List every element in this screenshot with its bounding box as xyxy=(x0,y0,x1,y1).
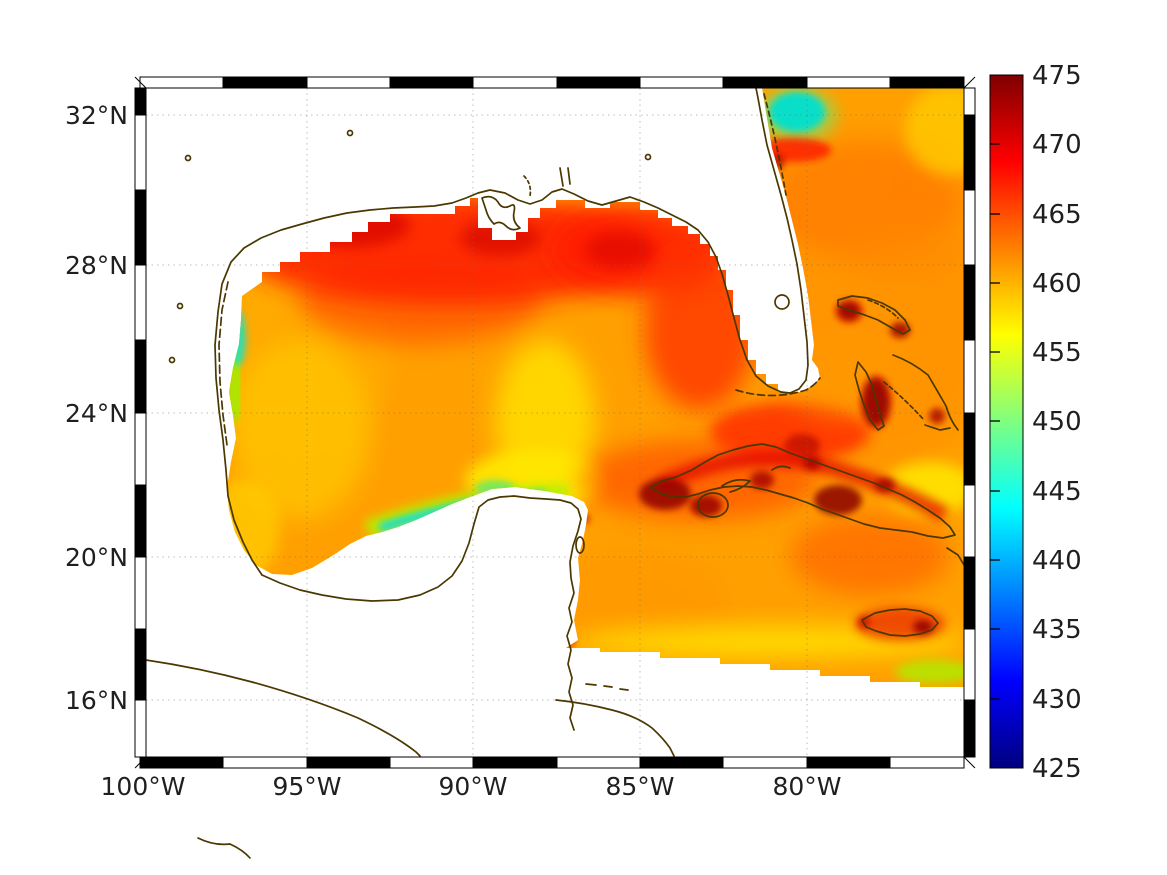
cb-435: 435 xyxy=(1032,615,1082,645)
y-tick-24n: 24°N xyxy=(65,399,128,428)
cb-430: 430 xyxy=(1032,685,1082,715)
x-tick-100w: 100°W xyxy=(101,772,186,801)
cb-460: 460 xyxy=(1032,269,1082,299)
cb-470: 470 xyxy=(1032,130,1082,160)
colorbar-labels: 475 470 465 460 455 450 445 440 435 430 … xyxy=(1032,61,1082,784)
cb-440: 440 xyxy=(1032,546,1082,576)
cb-465: 465 xyxy=(1032,200,1082,230)
coastlines xyxy=(145,87,965,859)
cb-445: 445 xyxy=(1032,477,1082,507)
x-axis-labels: 100°W 95°W 90°W 85°W 80°W xyxy=(101,772,842,801)
y-tick-28n: 28°N xyxy=(65,251,128,280)
y-tick-20n: 20°N xyxy=(65,543,128,572)
y-tick-32n: 32°N xyxy=(65,101,128,130)
cb-425: 425 xyxy=(1032,754,1082,784)
colorbar-ticks xyxy=(990,143,1000,700)
colorbar: 475 470 465 460 455 450 445 440 435 430 … xyxy=(989,61,1082,784)
x-tick-85w: 85°W xyxy=(605,772,674,801)
y-axis-labels: 32°N 28°N 24°N 20°N 16°N xyxy=(65,101,128,715)
map-frame xyxy=(134,76,976,769)
y-tick-16n: 16°N xyxy=(65,686,128,715)
x-tick-90w: 90°W xyxy=(438,772,507,801)
cb-455: 455 xyxy=(1032,338,1082,368)
cb-450: 450 xyxy=(1032,407,1082,437)
graticule xyxy=(146,88,964,757)
cb-475: 475 xyxy=(1032,61,1082,91)
x-tick-95w: 95°W xyxy=(272,772,341,801)
x-tick-80w: 80°W xyxy=(772,772,841,801)
